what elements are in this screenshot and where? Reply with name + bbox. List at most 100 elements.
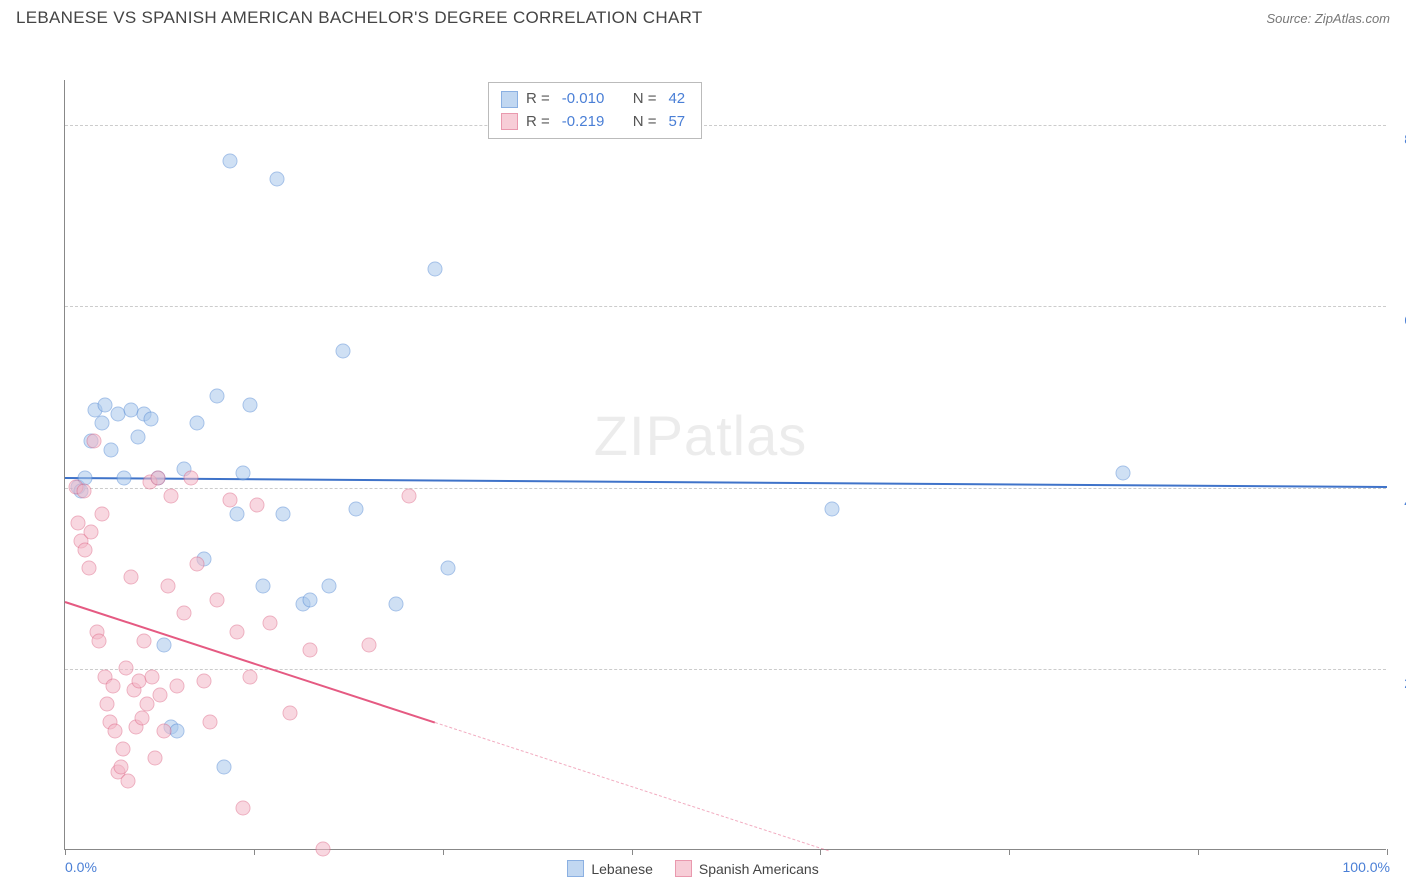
data-point bbox=[388, 597, 403, 612]
data-point bbox=[196, 674, 211, 689]
trend-line-dashed bbox=[435, 722, 829, 851]
data-point bbox=[97, 398, 112, 413]
data-point bbox=[302, 592, 317, 607]
data-point bbox=[130, 429, 145, 444]
data-point bbox=[256, 579, 271, 594]
data-point bbox=[203, 715, 218, 730]
data-point bbox=[236, 801, 251, 816]
data-point bbox=[76, 484, 91, 499]
data-point bbox=[139, 697, 154, 712]
n-value: 57 bbox=[668, 111, 685, 134]
x-tick bbox=[1387, 849, 1388, 855]
data-point bbox=[1115, 466, 1130, 481]
x-tick bbox=[1198, 849, 1199, 855]
data-point bbox=[262, 615, 277, 630]
data-point bbox=[269, 171, 284, 186]
data-point bbox=[157, 724, 172, 739]
x-tick bbox=[1009, 849, 1010, 855]
data-point bbox=[117, 470, 132, 485]
data-point bbox=[157, 638, 172, 653]
data-point bbox=[121, 774, 136, 789]
x-max-label: 100.0% bbox=[1343, 859, 1390, 875]
r-value: -0.010 bbox=[562, 88, 605, 111]
data-point bbox=[92, 633, 107, 648]
data-point bbox=[348, 502, 363, 517]
x-tick bbox=[254, 849, 255, 855]
data-point bbox=[190, 556, 205, 571]
data-point bbox=[229, 624, 244, 639]
data-point bbox=[824, 502, 839, 517]
data-point bbox=[282, 706, 297, 721]
n-label: N = bbox=[633, 111, 657, 134]
gridline bbox=[65, 306, 1386, 307]
data-point bbox=[87, 434, 102, 449]
trend-line bbox=[65, 477, 1387, 488]
data-point bbox=[441, 561, 456, 576]
gridline bbox=[65, 669, 1386, 670]
data-point bbox=[134, 710, 149, 725]
data-point bbox=[243, 398, 258, 413]
data-point bbox=[84, 524, 99, 539]
correlation-legend: R = -0.010 N = 42 R = -0.219 N = 57 bbox=[488, 82, 702, 139]
data-point bbox=[150, 470, 165, 485]
data-point bbox=[401, 488, 416, 503]
data-point bbox=[302, 642, 317, 657]
legend-row: R = -0.010 N = 42 bbox=[501, 88, 689, 111]
data-point bbox=[95, 416, 110, 431]
legend-label: Lebanese bbox=[591, 861, 653, 877]
data-point bbox=[229, 506, 244, 521]
data-point bbox=[249, 497, 264, 512]
legend-item: Lebanese bbox=[567, 860, 653, 877]
data-point bbox=[216, 760, 231, 775]
data-point bbox=[118, 660, 133, 675]
data-point bbox=[170, 678, 185, 693]
legend-swatch bbox=[675, 860, 692, 877]
legend-row: R = -0.219 N = 57 bbox=[501, 111, 689, 134]
x-min-label: 0.0% bbox=[65, 859, 97, 875]
data-point bbox=[170, 724, 185, 739]
watermark-suffix: atlas bbox=[684, 404, 807, 467]
data-point bbox=[362, 638, 377, 653]
data-point bbox=[147, 751, 162, 766]
data-point bbox=[137, 633, 152, 648]
data-point bbox=[153, 688, 168, 703]
legend-swatch bbox=[501, 113, 518, 130]
data-point bbox=[322, 579, 337, 594]
data-point bbox=[81, 561, 96, 576]
data-point bbox=[223, 493, 238, 508]
data-point bbox=[71, 515, 86, 530]
data-point bbox=[428, 262, 443, 277]
n-value: 42 bbox=[668, 88, 685, 111]
legend-swatch bbox=[567, 860, 584, 877]
data-point bbox=[124, 570, 139, 585]
x-tick bbox=[820, 849, 821, 855]
data-point bbox=[161, 579, 176, 594]
r-value: -0.219 bbox=[562, 111, 605, 134]
chart-header: LEBANESE VS SPANISH AMERICAN BACHELOR'S … bbox=[0, 0, 1406, 32]
data-point bbox=[190, 416, 205, 431]
data-point bbox=[145, 669, 160, 684]
data-point bbox=[95, 506, 110, 521]
chart-title: LEBANESE VS SPANISH AMERICAN BACHELOR'S … bbox=[16, 8, 703, 28]
data-point bbox=[143, 411, 158, 426]
x-tick bbox=[632, 849, 633, 855]
legend-swatch bbox=[501, 91, 518, 108]
watermark: ZIPatlas bbox=[594, 403, 807, 468]
data-point bbox=[183, 470, 198, 485]
r-label: R = bbox=[526, 111, 550, 134]
data-point bbox=[77, 543, 92, 558]
series-legend: Lebanese Spanish Americans bbox=[567, 860, 818, 877]
data-point bbox=[276, 506, 291, 521]
legend-label: Spanish Americans bbox=[699, 861, 819, 877]
data-point bbox=[210, 592, 225, 607]
data-point bbox=[113, 760, 128, 775]
x-tick bbox=[65, 849, 66, 855]
plot-area: ZIPatlas 20.0%40.0%60.0%80.0%0.0%100.0%R… bbox=[64, 80, 1386, 850]
data-point bbox=[236, 466, 251, 481]
source-label: Source: ZipAtlas.com bbox=[1266, 11, 1390, 26]
data-point bbox=[335, 343, 350, 358]
n-label: N = bbox=[633, 88, 657, 111]
r-label: R = bbox=[526, 88, 550, 111]
data-point bbox=[315, 842, 330, 857]
x-tick bbox=[443, 849, 444, 855]
